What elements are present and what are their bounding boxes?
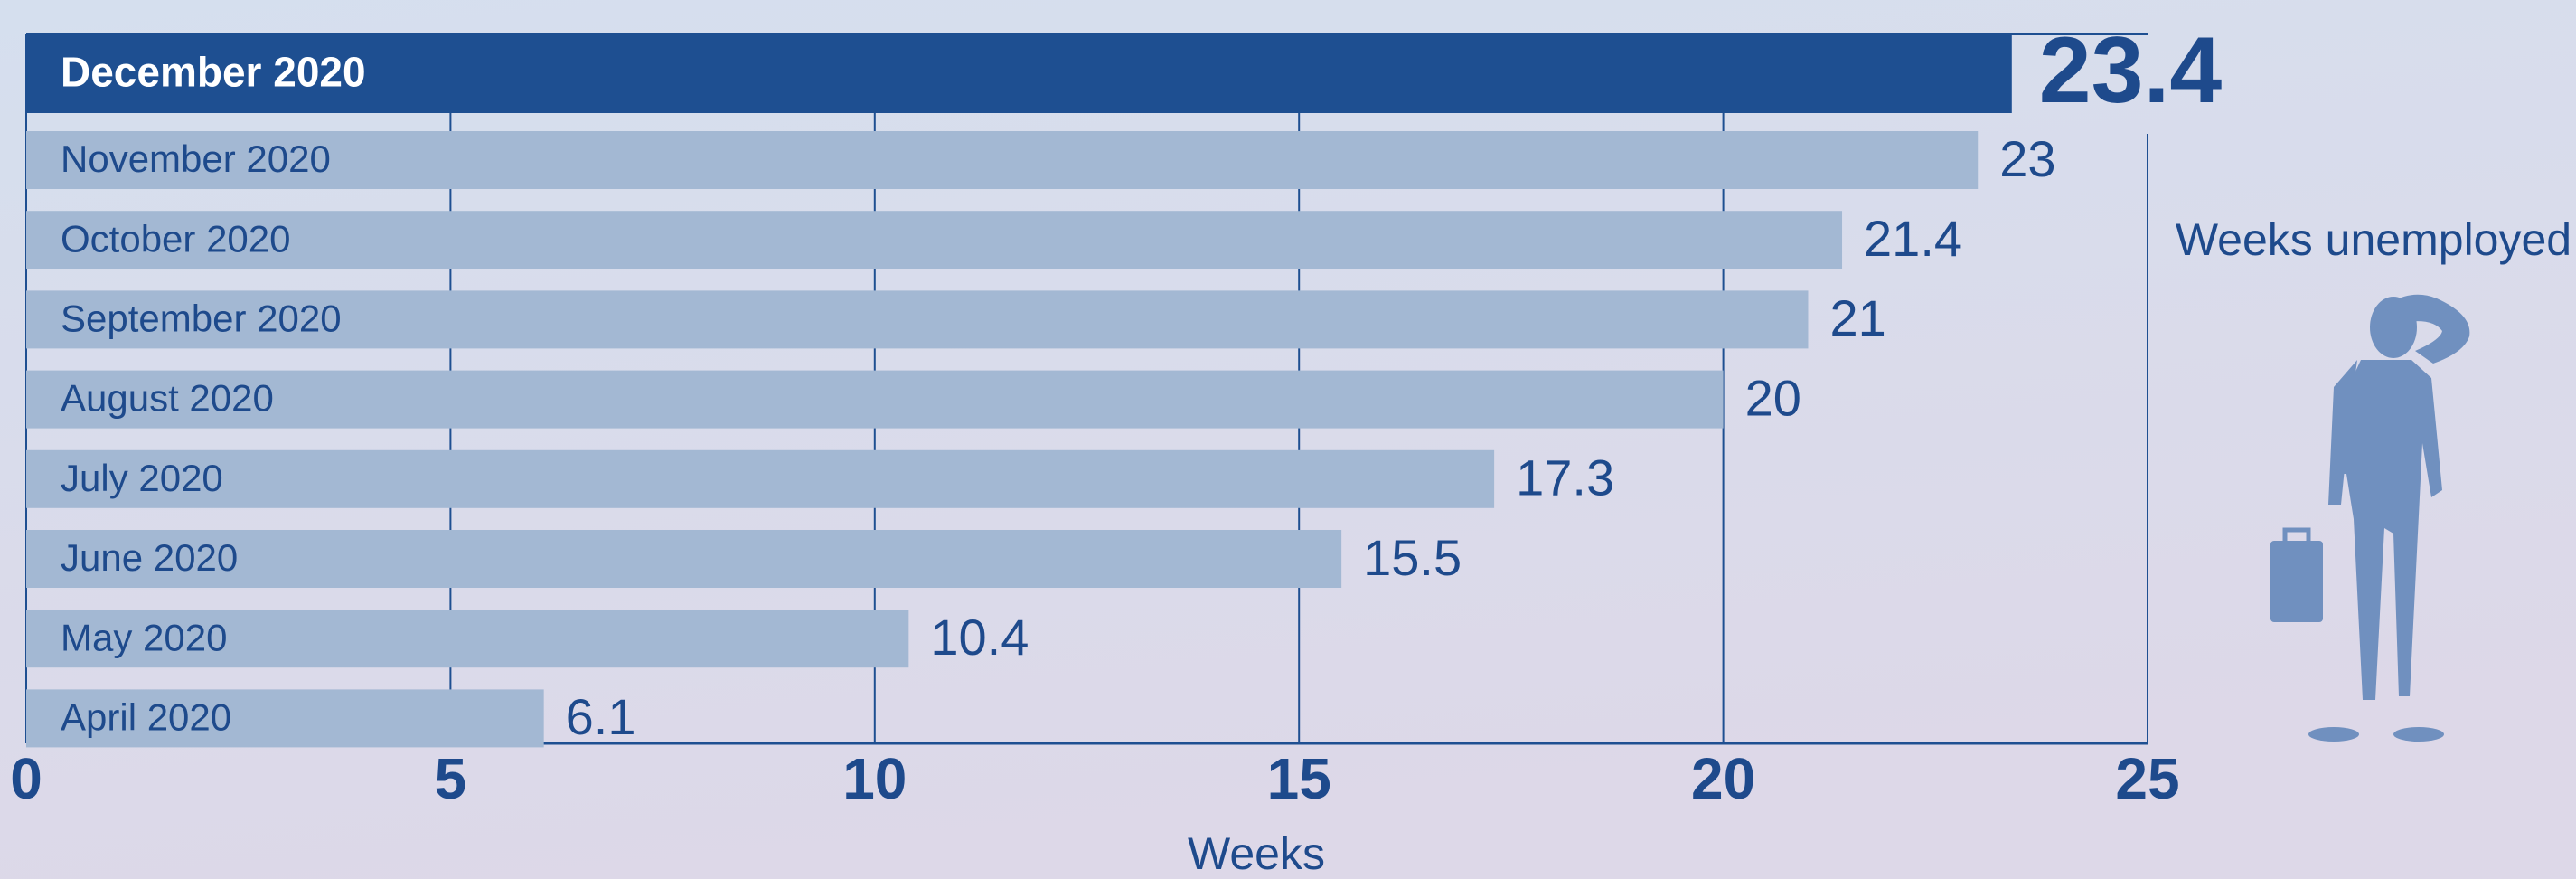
- category-label: May 2020: [61, 616, 227, 658]
- category-label: June 2020: [61, 536, 238, 579]
- value-label: 10.4: [930, 609, 1029, 666]
- x-tick-label: 0: [10, 746, 42, 811]
- bar: [26, 450, 1494, 508]
- x-tick-label: 20: [1691, 746, 1755, 811]
- x-axis-label: Weeks: [1188, 828, 1325, 879]
- value-label: 23: [1999, 130, 2055, 187]
- value-label: 23.4: [2039, 18, 2223, 123]
- category-label: November 2020: [61, 137, 331, 180]
- category-label: August 2020: [61, 377, 274, 420]
- value-label: 6.1: [566, 688, 636, 745]
- value-label: 20: [1745, 369, 1801, 426]
- value-label: 21: [1829, 289, 1885, 346]
- annotation: Weeks unemployed: [2176, 214, 2571, 265]
- category-label: July 2020: [61, 457, 223, 499]
- value-label: 21.4: [1864, 210, 1962, 267]
- category-label: April 2020: [61, 695, 231, 738]
- x-tick-label: 25: [2115, 746, 2179, 811]
- bar: [26, 371, 1724, 429]
- category-label: October 2020: [61, 217, 291, 260]
- x-tick-label: 5: [435, 746, 467, 811]
- value-label: 15.5: [1363, 529, 1462, 586]
- x-tick-label: 15: [1267, 746, 1331, 811]
- page: {"chart_data": { "type": "hbar", "catego…: [0, 0, 2576, 879]
- category-label: September 2020: [61, 297, 342, 339]
- bar: [26, 211, 1842, 269]
- x-tick-label: 10: [842, 746, 907, 811]
- category-label: December 2020: [61, 49, 366, 96]
- chart: 0 5 10 15 20 25 December 2020 23.4 November 2020…: [0, 0, 2576, 879]
- value-label: 17.3: [1516, 449, 1614, 506]
